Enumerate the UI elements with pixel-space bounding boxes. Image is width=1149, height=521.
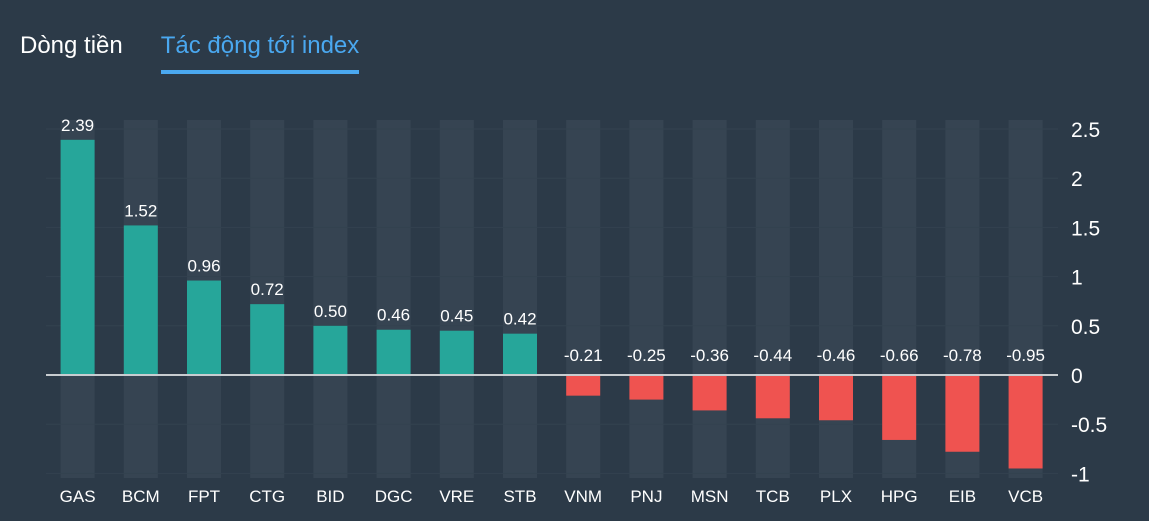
column-band: [503, 120, 537, 478]
category-label-stb: STB: [503, 487, 536, 506]
category-label-dgc: DGC: [375, 487, 413, 506]
data-label-plx: -0.46: [817, 346, 856, 365]
category-label-tcb: TCB: [756, 487, 790, 506]
column-band: [313, 120, 348, 478]
bar-vcb[interactable]: [1008, 375, 1043, 469]
category-label-plx: PLX: [820, 487, 852, 506]
column-band: [755, 120, 790, 478]
column-band: [629, 120, 664, 478]
bar-plx[interactable]: [819, 375, 853, 421]
data-label-msn: -0.36: [690, 346, 729, 365]
y-tick-label: 0: [1071, 365, 1083, 388]
bar-bid[interactable]: [313, 325, 348, 375]
category-label-vnm: VNM: [564, 487, 602, 506]
y-tick-label: -1: [1071, 463, 1090, 486]
bar-msn[interactable]: [692, 375, 727, 411]
column-band: [250, 120, 285, 478]
tab-tac-dong-toi-index[interactable]: Tác động tới index: [160, 30, 360, 74]
category-label-msn: MSN: [691, 487, 729, 506]
y-tick-label: 1.5: [1071, 217, 1100, 240]
category-label-eib: EIB: [949, 487, 976, 506]
category-label-bid: BID: [316, 487, 344, 506]
data-label-bcm: 1.52: [124, 201, 157, 220]
category-label-fpt: FPT: [188, 487, 220, 506]
bar-hpg[interactable]: [882, 375, 917, 440]
category-label-vcb: VCB: [1008, 487, 1043, 506]
data-label-fpt: 0.96: [187, 257, 220, 276]
category-label-gas: GAS: [60, 487, 96, 506]
bar-dgc[interactable]: [376, 329, 411, 375]
bar-pnj[interactable]: [629, 375, 664, 400]
category-label-vre: VRE: [439, 487, 474, 506]
bar-tcb[interactable]: [755, 375, 790, 419]
data-label-pnj: -0.25: [627, 346, 666, 365]
category-labels: GAS BCM FPT CTG BID DGC VRE STB VNM PNJ MSN TCB PLX H…: [60, 487, 1043, 506]
y-tick-label: -0.5: [1071, 414, 1107, 437]
bar-gas[interactable]: [60, 139, 95, 375]
category-label-pnj: PNJ: [630, 487, 662, 506]
y-tick-label: 2: [1071, 168, 1083, 191]
data-labels: 2.39 1.52 0.96 0.72 0.50 0.46 0.45 0.42 -0.21 -0.…: [61, 116, 1045, 365]
data-label-vcb: -0.95: [1006, 346, 1045, 365]
column-band: [439, 120, 474, 478]
y-axis-labels: 2.5 2 1.5 1 0.5 0 -0.5 -1: [1071, 119, 1107, 486]
bar-ctg[interactable]: [250, 304, 285, 375]
data-label-vre: 0.45: [440, 307, 473, 326]
bar-fpt[interactable]: [187, 280, 221, 375]
bar-vre[interactable]: [439, 330, 474, 375]
tab-dong-tien[interactable]: Dòng tiền: [20, 32, 123, 59]
data-label-hpg: -0.66: [880, 346, 919, 365]
data-label-dgc: 0.46: [377, 306, 410, 325]
bars: [60, 139, 1043, 469]
data-label-vnm: -0.21: [564, 346, 603, 365]
y-tick-label: 0.5: [1071, 316, 1100, 339]
bar-stb[interactable]: [503, 333, 537, 375]
bar-vnm[interactable]: [566, 375, 601, 396]
bar-bcm[interactable]: [123, 225, 158, 375]
data-label-tcb: -0.44: [753, 346, 792, 365]
bar-eib[interactable]: [945, 375, 980, 452]
data-label-gas: 2.39: [61, 116, 94, 135]
tab-bar: Dòng tiền Tác động tới index: [20, 30, 360, 74]
category-label-bcm: BCM: [122, 487, 160, 506]
data-label-bid: 0.50: [314, 302, 347, 321]
category-label-ctg: CTG: [249, 487, 285, 506]
data-label-eib: -0.78: [943, 346, 982, 365]
y-tick-label: 2.5: [1071, 119, 1100, 142]
y-tick-label: 1: [1071, 267, 1083, 290]
column-band: [376, 120, 411, 478]
data-label-ctg: 0.72: [251, 280, 284, 299]
column-band: [566, 120, 601, 478]
category-label-hpg: HPG: [881, 487, 918, 506]
column-band: [692, 120, 727, 478]
data-label-stb: 0.42: [503, 310, 536, 329]
